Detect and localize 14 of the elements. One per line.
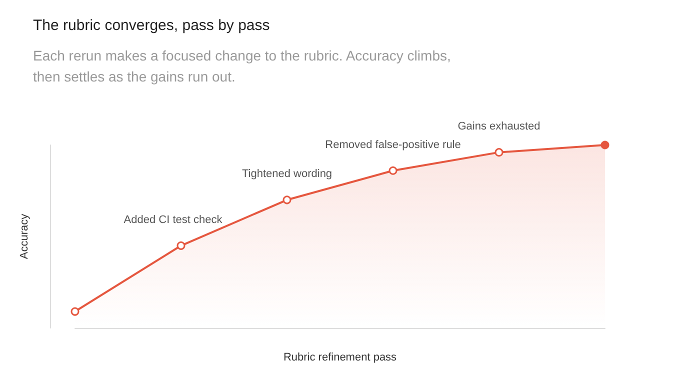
annotation: Tightened wording (242, 168, 332, 180)
chart-subtitle: Each rerun makes a focused change to the rubric. Accuracy climbs, then settles as the gains run out. (33, 48, 451, 84)
point (176, 241, 186, 250)
y-axis-title: Accuracy (18, 213, 30, 260)
annotation: Removed false-positive rule (325, 138, 461, 151)
text: Gains exhausted (458, 120, 540, 133)
point (388, 166, 398, 175)
x-axis-title: Rubric refinement pass (283, 352, 398, 364)
annotation: Added CI test check (124, 214, 223, 226)
point (494, 148, 504, 157)
point (282, 196, 292, 204)
chart-title: The rubric converges, pass by pass (33, 17, 270, 34)
point (600, 140, 610, 150)
point (70, 307, 80, 316)
